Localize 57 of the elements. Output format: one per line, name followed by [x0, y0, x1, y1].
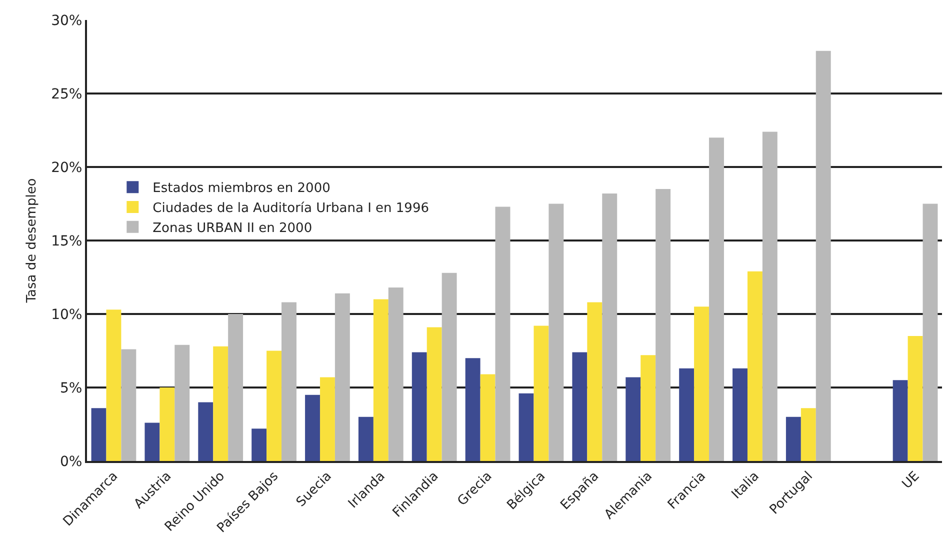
bar: [816, 50, 831, 461]
bar: [709, 138, 724, 461]
bar: [747, 271, 762, 461]
legend-label: Zonas URBAN II en 2000: [152, 220, 312, 236]
bar: [892, 380, 908, 461]
bar: [252, 428, 267, 461]
bar: [518, 393, 534, 461]
bar: [320, 377, 335, 461]
bar: [144, 422, 160, 461]
bar: [198, 402, 214, 461]
y-tick-label: 15%: [51, 233, 82, 250]
bar: [334, 293, 350, 461]
legend-label: Estados miembros en 2000: [152, 181, 330, 196]
bar: [922, 204, 938, 461]
bar: [480, 374, 496, 461]
y-tick-label: 10%: [51, 306, 82, 323]
bar: [732, 368, 748, 461]
bar: [602, 193, 618, 461]
bar: [442, 272, 457, 461]
bar: [358, 416, 374, 461]
bar: [266, 350, 282, 461]
y-tick-label: 25%: [51, 86, 82, 102]
legend-label: Ciudades de la Auditoría Urbana I en 1996: [152, 201, 429, 216]
y-tick-label: 0%: [60, 454, 82, 470]
y-tick-label: 30%: [51, 12, 82, 29]
bar: [388, 288, 404, 461]
bar: [412, 352, 427, 461]
bar: [106, 310, 122, 461]
bar: [534, 326, 549, 461]
bar: [426, 327, 442, 461]
bar: [572, 352, 588, 461]
y-tick-label: 20%: [51, 160, 82, 176]
bar: [228, 314, 244, 461]
bar: [373, 299, 388, 461]
bar: [656, 189, 671, 461]
bar: [587, 302, 602, 461]
bar: [91, 408, 106, 461]
y-tick-label: 5%: [60, 380, 82, 396]
bar: [121, 349, 136, 461]
bar: [786, 416, 801, 461]
bar: [465, 358, 480, 461]
bar: [495, 206, 510, 461]
bar: [908, 336, 923, 461]
bar: [762, 132, 778, 461]
bar: [213, 346, 228, 461]
bar: [548, 204, 564, 461]
bar: [282, 302, 296, 461]
bar: [305, 394, 320, 461]
bar: [679, 368, 694, 461]
bar: [160, 388, 175, 461]
bar: [174, 344, 190, 461]
bar: [640, 355, 656, 461]
x-tick-label: UE: [900, 468, 923, 492]
bar: [626, 377, 641, 461]
y-axis-title: Tasa de desempleo: [24, 178, 40, 304]
bar: [694, 306, 710, 461]
bar: [800, 408, 816, 461]
